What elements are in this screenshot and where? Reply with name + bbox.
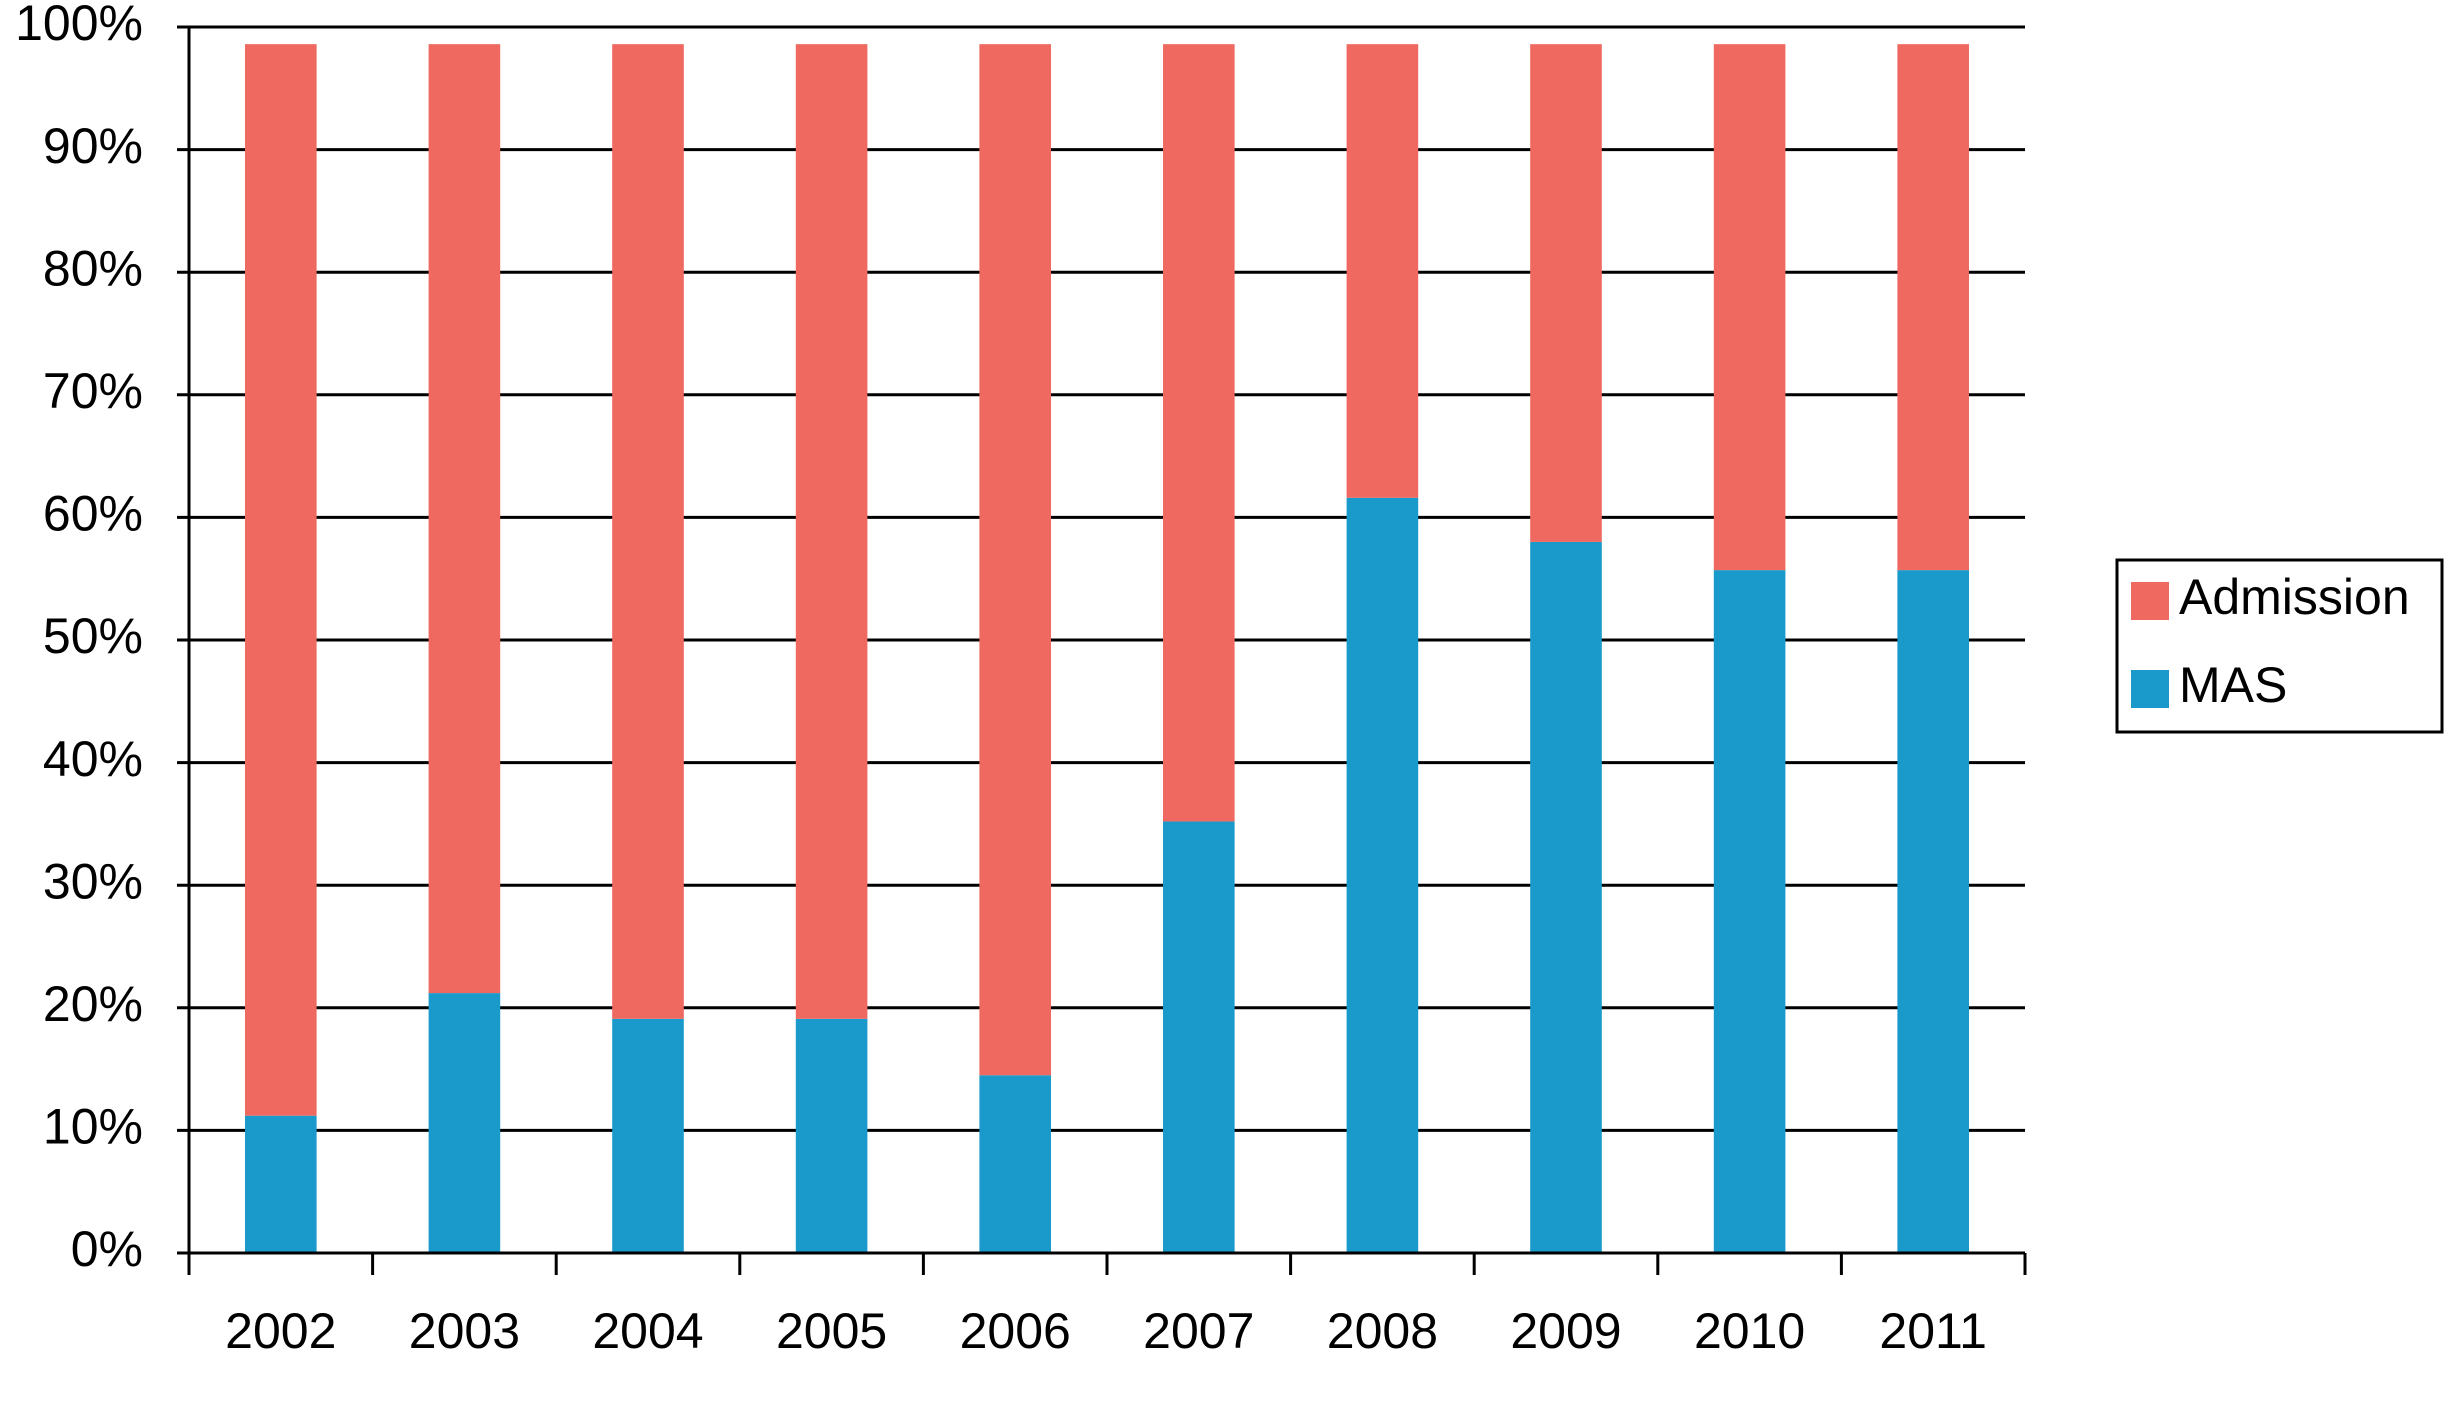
bar-segment: [795, 1018, 868, 1253]
x-tick-label: 2008: [1327, 1303, 1438, 1359]
bar-segment: [612, 1018, 684, 1253]
x-tick-label: 2002: [225, 1303, 336, 1359]
x-tick-label: 2007: [1143, 1303, 1254, 1359]
x-tick-label: 2011: [1879, 1303, 1987, 1359]
bar-segment: [979, 44, 1052, 1076]
x-tick-label: 2009: [1510, 1303, 1621, 1359]
legend-label: MAS: [2179, 657, 2287, 713]
bar-segment: [1346, 44, 1419, 498]
bar-segment: [1530, 541, 1602, 1253]
y-tick-label: 60%: [43, 486, 143, 542]
x-tick-label: 2005: [776, 1303, 887, 1359]
bar-segment: [1897, 44, 1970, 571]
y-tick-label: 10%: [43, 1099, 143, 1155]
y-tick-label: 20%: [43, 976, 143, 1032]
bar-segment: [244, 1115, 317, 1253]
legend-label: Admission: [2179, 569, 2410, 625]
y-tick-label: 40%: [43, 731, 143, 787]
y-tick-label: 70%: [43, 363, 143, 419]
bar-segment: [428, 44, 501, 994]
bar-segment: [1162, 44, 1235, 822]
bar-segment: [244, 44, 317, 1116]
y-tick-label: 30%: [43, 853, 143, 909]
x-tick-label: 2006: [960, 1303, 1071, 1359]
y-tick-label: 100%: [15, 0, 143, 51]
y-tick-label: 50%: [43, 608, 143, 664]
legend-box: [2115, 558, 2444, 734]
y-tick-label: 90%: [43, 118, 143, 174]
bar-segment: [612, 44, 684, 1019]
y-tick-label: 80%: [43, 240, 143, 296]
bar-segment: [428, 993, 501, 1253]
bar-segment: [1713, 44, 1786, 571]
x-tick-label: 2004: [592, 1303, 703, 1359]
legend-swatch: [2131, 670, 2169, 708]
bar-segment: [1346, 497, 1419, 1253]
legend-swatch: [2131, 582, 2169, 620]
bar-segment: [1162, 821, 1235, 1253]
x-tick-label: 2010: [1694, 1303, 1805, 1359]
bar-segment: [1897, 570, 1970, 1253]
bar-segment: [1530, 44, 1602, 542]
bar-segment: [1713, 570, 1786, 1253]
bar-segment: [979, 1075, 1052, 1253]
x-tick-label: 2003: [409, 1303, 520, 1359]
y-tick-label: 0%: [71, 1221, 143, 1277]
bar-segment: [795, 44, 868, 1019]
